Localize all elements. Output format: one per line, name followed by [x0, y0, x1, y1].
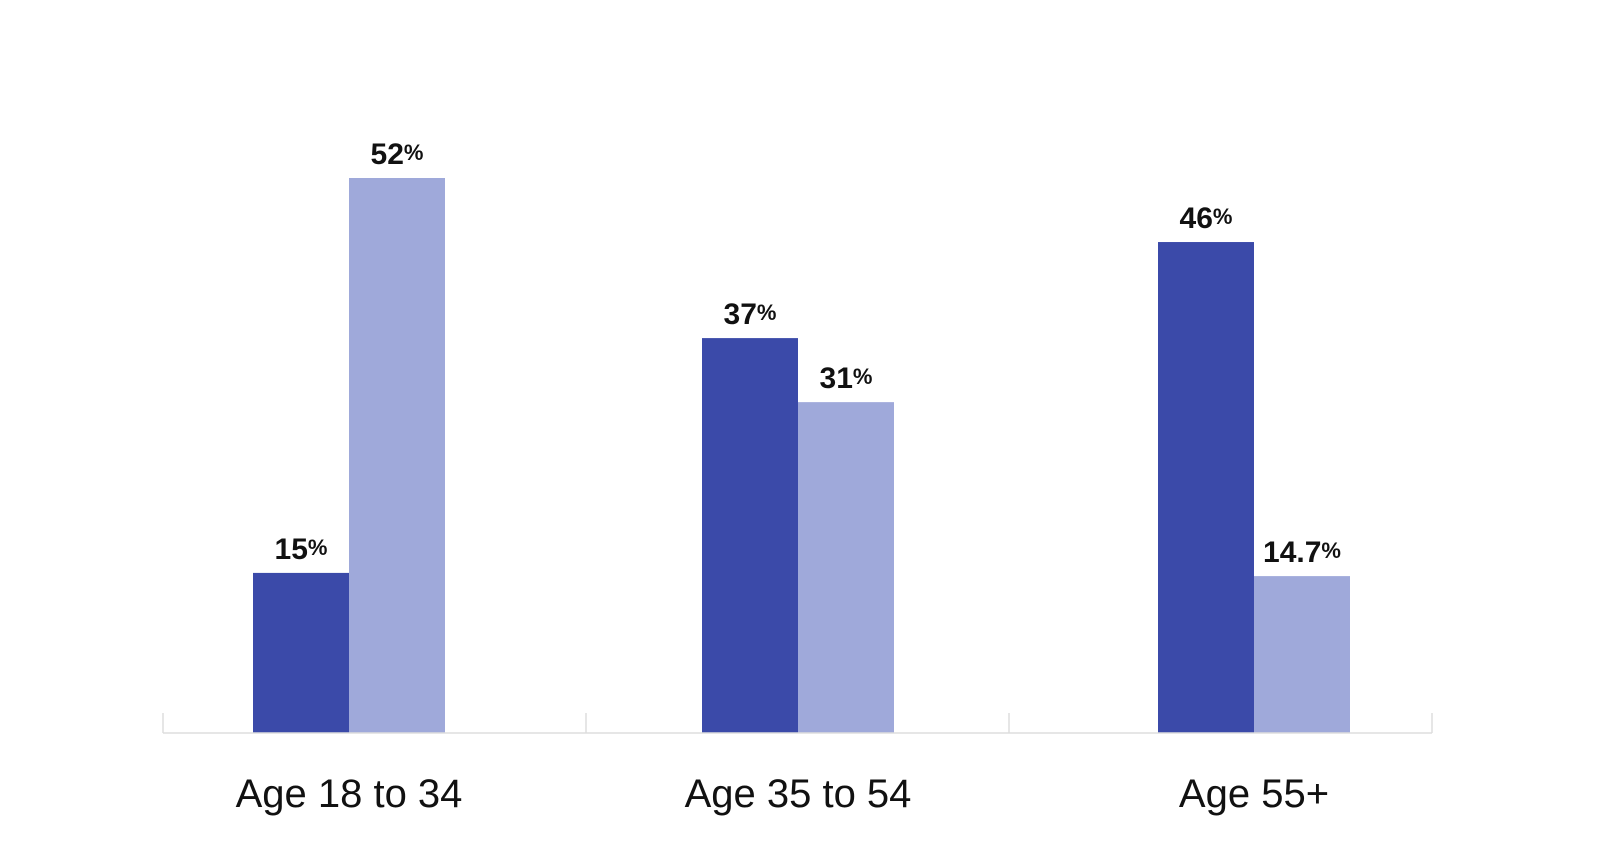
bar-dark-2 — [702, 338, 798, 733]
category-label: Age 55+ — [1179, 772, 1329, 816]
x-axis — [162, 713, 1433, 734]
bar-light-3 — [1254, 576, 1350, 733]
data-label: 15% — [275, 533, 328, 566]
data-label: 37% — [724, 298, 777, 331]
category-label: Age 35 to 54 — [685, 772, 912, 816]
data-labels-layer: 15% 52% Age 18 to 34 37% 31% Age 35 to 54 46% 1… — [236, 138, 1341, 816]
data-label: 52% — [371, 138, 424, 171]
bar-dark-1 — [253, 572, 349, 733]
data-label: 31% — [820, 362, 873, 395]
bar-light-1 — [349, 178, 445, 733]
data-label: 14.7% — [1263, 536, 1341, 569]
bar-light-2 — [798, 402, 894, 733]
data-label: 46% — [1180, 202, 1233, 235]
bar-dark-3 — [1158, 242, 1254, 734]
category-label: Age 18 to 34 — [236, 772, 463, 816]
bars-layer — [253, 178, 1350, 734]
